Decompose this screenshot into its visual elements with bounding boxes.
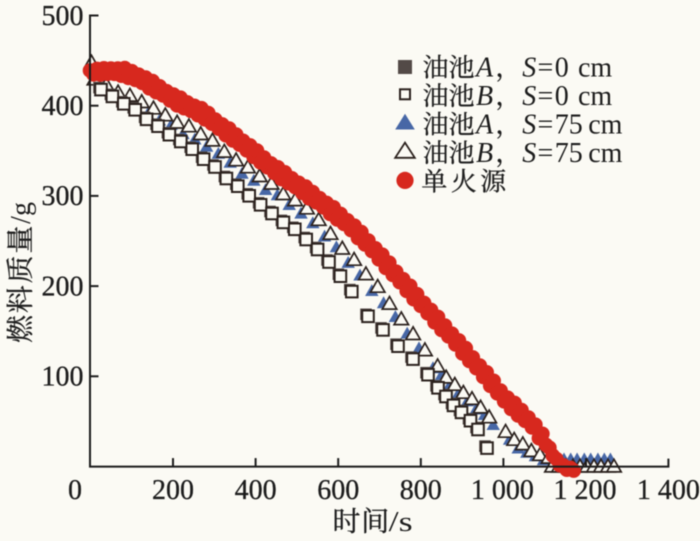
svg-text:600: 600 (317, 475, 359, 506)
svg-text:1 400: 1 400 (637, 475, 700, 506)
svg-text:cm: cm (588, 110, 622, 141)
svg-text:800: 800 (400, 475, 442, 506)
svg-text:75: 75 (555, 138, 583, 169)
svg-text:S: S (522, 53, 536, 84)
svg-text:=: = (538, 138, 554, 169)
svg-text:300: 300 (42, 181, 84, 212)
svg-text:S: S (522, 81, 536, 112)
svg-text:75: 75 (555, 110, 583, 141)
svg-text:1 000: 1 000 (471, 475, 534, 506)
svg-text:A: A (474, 110, 494, 141)
svg-text:0: 0 (555, 81, 569, 112)
svg-text:=: = (538, 81, 554, 112)
svg-text:B: B (476, 138, 493, 169)
svg-text:200: 200 (42, 271, 84, 302)
svg-text:S: S (522, 110, 536, 141)
svg-text:0: 0 (68, 475, 82, 506)
svg-text:=: = (538, 53, 554, 84)
svg-text:400: 400 (235, 475, 277, 506)
svg-text:/s: /s (389, 506, 413, 538)
svg-text:cm: cm (578, 81, 612, 112)
svg-text:B: B (476, 81, 493, 112)
svg-text:200: 200 (152, 475, 194, 506)
svg-text:cm: cm (578, 53, 612, 84)
svg-text:A: A (474, 53, 494, 84)
svg-text:0: 0 (555, 53, 569, 84)
svg-text:400: 400 (42, 91, 84, 122)
svg-text:100: 100 (42, 362, 84, 393)
svg-text:500: 500 (42, 1, 84, 32)
svg-text:/g: /g (6, 202, 37, 224)
svg-text:1 200: 1 200 (554, 475, 617, 506)
svg-text:S: S (522, 138, 536, 169)
svg-text:cm: cm (588, 138, 622, 169)
svg-text:=: = (538, 110, 554, 141)
